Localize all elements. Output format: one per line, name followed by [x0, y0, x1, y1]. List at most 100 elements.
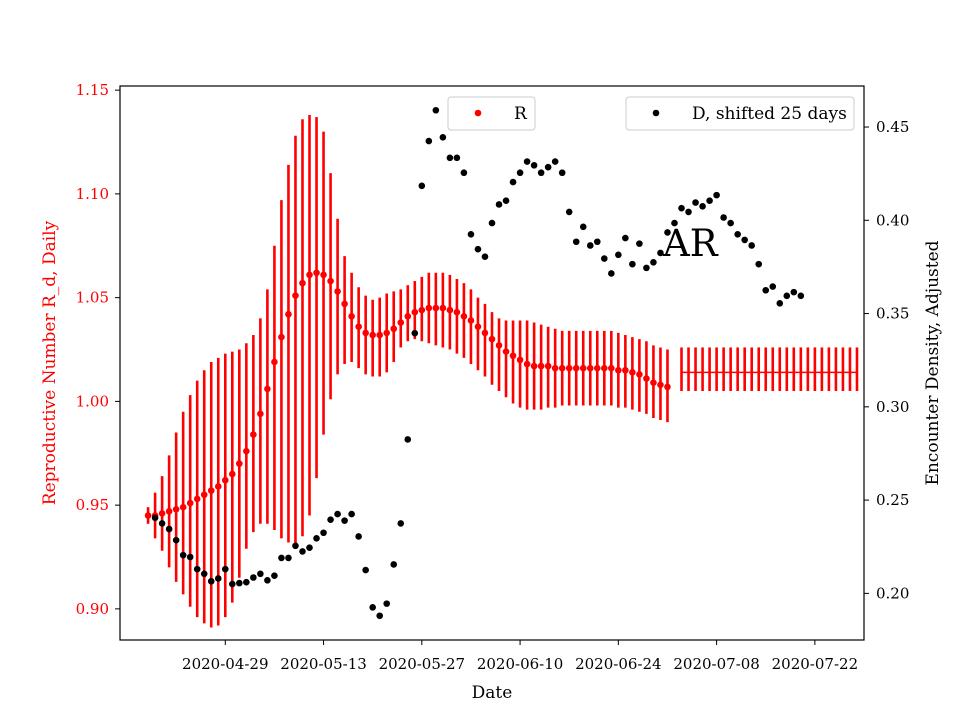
r-point [495, 342, 503, 349]
d-point [797, 292, 805, 300]
d-point [502, 197, 510, 205]
r-point [299, 279, 306, 287]
d-point [755, 260, 763, 268]
x-tick-label: 2020-06-10 [477, 655, 563, 673]
x-tick-label: 2020-07-08 [673, 655, 759, 673]
y-left-tick-label: 1.15 [76, 81, 109, 99]
d-point [636, 240, 643, 247]
r-point [397, 319, 405, 326]
d-point [530, 161, 538, 169]
d-point [579, 223, 587, 231]
r-point [362, 329, 369, 337]
d-point [306, 544, 313, 551]
r-point [390, 325, 398, 333]
d-point [509, 178, 517, 186]
y-right-tick-label: 0.20 [876, 584, 909, 602]
x-tick-label: 2020-05-13 [280, 655, 366, 673]
r-point [376, 331, 383, 339]
r-point [629, 369, 636, 376]
d-point [748, 242, 755, 249]
d-point [418, 182, 426, 190]
d-point [165, 525, 173, 533]
d-point [488, 219, 496, 227]
y-left-tick-label: 1.05 [76, 289, 109, 307]
d-point [593, 238, 601, 246]
x-tick-label: 2020-06-24 [575, 655, 661, 673]
r-point [537, 362, 545, 370]
r-point [643, 375, 650, 382]
r-point [193, 495, 201, 503]
r-point [306, 271, 313, 279]
r-point [257, 410, 264, 418]
d-point [657, 249, 664, 257]
d-point [390, 561, 398, 568]
d-point [264, 577, 271, 584]
r-points [144, 269, 671, 519]
r-point [250, 431, 257, 438]
d-point [341, 517, 348, 524]
r-point [622, 366, 629, 374]
r-point [221, 476, 229, 484]
r-point [664, 383, 671, 391]
d-point [355, 533, 362, 540]
r-point [467, 317, 475, 324]
r-point [334, 288, 341, 295]
d-point [200, 570, 208, 578]
d-point [558, 169, 566, 177]
r-point [264, 385, 271, 393]
r-point [165, 508, 173, 515]
y-right-tick-label: 0.40 [876, 211, 909, 229]
d-point [671, 219, 678, 227]
x-tick-label: 2020-05-27 [379, 655, 465, 673]
d-point [172, 536, 180, 544]
r-point [446, 306, 454, 314]
r-point [369, 331, 376, 339]
r-point [601, 364, 608, 372]
d-point [334, 510, 341, 518]
r-point [236, 460, 243, 467]
d-point [615, 251, 622, 259]
d-point [713, 191, 720, 199]
r-point [579, 364, 587, 372]
r-point [460, 313, 468, 320]
d-point [257, 570, 264, 578]
d-point [551, 158, 559, 165]
d-point [278, 554, 285, 562]
d-point [474, 245, 482, 253]
d-point [432, 106, 440, 114]
x-axis-label: Date [472, 683, 513, 703]
ar-annotation: AR [662, 222, 719, 265]
d-point [151, 514, 159, 522]
r-point [439, 304, 447, 312]
d-point [453, 154, 461, 162]
d-point [762, 286, 770, 294]
r-point [186, 499, 194, 507]
d-point [516, 169, 524, 177]
d-point [706, 197, 713, 205]
d-point [586, 242, 594, 249]
x-tick-label: 2020-04-29 [182, 655, 268, 673]
d-point [481, 253, 489, 260]
d-point [285, 554, 292, 562]
r-point [285, 310, 292, 318]
d-point [523, 158, 531, 165]
d-point [369, 604, 376, 611]
d-point [411, 329, 419, 337]
y-right-tick-label: 0.35 [876, 305, 909, 323]
r-point [341, 300, 348, 308]
d-point [467, 230, 475, 238]
y-left-tick-label: 0.95 [76, 496, 109, 514]
d-point [741, 236, 748, 244]
d-point [193, 565, 201, 573]
d-point [362, 566, 369, 574]
r-point [558, 364, 566, 372]
r-point [179, 503, 187, 511]
d-point [446, 154, 454, 162]
r-point [172, 505, 180, 513]
r-point [593, 364, 601, 372]
r-point [383, 329, 391, 337]
r-point [278, 333, 285, 341]
d-point [650, 258, 657, 266]
d-point [776, 300, 784, 307]
d-point [685, 208, 692, 216]
